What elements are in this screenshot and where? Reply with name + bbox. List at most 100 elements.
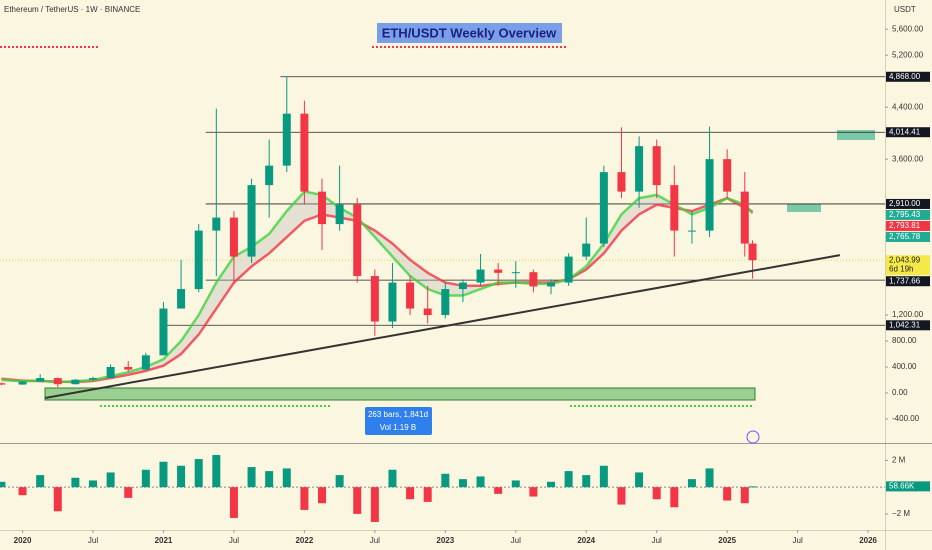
y-tick-label: 5,200.00	[892, 50, 924, 59]
candle-body	[652, 146, 661, 186]
volume-bar	[36, 475, 45, 488]
volume-bar	[71, 477, 80, 488]
measure-bars: 263 bars, 1,841d	[368, 410, 428, 419]
candle-body	[441, 289, 450, 316]
candle-body	[388, 282, 397, 322]
measure-volume: Vol 1.19 B	[380, 423, 416, 432]
x-tick-label: 2022	[295, 536, 313, 545]
volume-bar	[705, 468, 714, 488]
volume-bar	[300, 487, 309, 510]
price-tag-label: 4,868.00	[889, 72, 921, 81]
target-zone	[787, 204, 821, 212]
volume-bar	[159, 461, 168, 488]
x-tick-label: Jul	[88, 536, 98, 545]
volume-bar	[582, 475, 591, 488]
volume-bar	[441, 473, 450, 488]
volume-bar	[687, 479, 696, 488]
moving-average	[1, 196, 754, 384]
candle-body	[159, 308, 168, 356]
candle-body	[617, 172, 626, 192]
volume-bar	[740, 487, 749, 504]
volume-bar	[229, 487, 238, 518]
volume-bar	[194, 459, 203, 488]
candle-body	[529, 272, 538, 287]
volume-bar	[124, 487, 133, 498]
volume-tag-label: 58.66K	[889, 481, 915, 490]
candle-body	[670, 185, 679, 231]
candle-body	[265, 165, 274, 186]
volume-bar	[652, 487, 661, 500]
volume-bar	[53, 487, 62, 512]
candle-body	[282, 113, 291, 166]
price-tag	[886, 198, 930, 209]
price-tag-label: 2,043.99	[889, 255, 921, 264]
candle-body	[36, 378, 45, 382]
x-tick-label: 2020	[14, 536, 32, 545]
x-tick-label: Jul	[652, 536, 662, 545]
candle-body	[511, 272, 520, 274]
candle-body	[564, 256, 573, 283]
volume-bar	[282, 468, 291, 488]
x-tick-label: 2026	[859, 536, 877, 545]
candle-body	[406, 282, 415, 309]
volume-bar	[617, 487, 626, 505]
candle-body	[177, 289, 186, 309]
y-tick-label: 4,400.00	[892, 102, 924, 111]
volume-bar	[723, 487, 732, 501]
volume-bar	[494, 487, 503, 494]
volume-bar	[18, 487, 27, 496]
volume-bar	[177, 465, 186, 488]
price-tag	[886, 127, 930, 138]
candle-body	[582, 243, 591, 257]
alert-icon[interactable]	[746, 430, 760, 444]
x-tick-label: 2023	[436, 536, 454, 545]
measure-box	[365, 407, 432, 435]
candle-body	[106, 367, 115, 379]
volume-bar	[458, 479, 467, 488]
volume-tag	[886, 481, 930, 492]
candle-body	[458, 282, 467, 290]
candle-body	[705, 159, 714, 231]
price-tag-label: 2,765.78	[889, 232, 921, 241]
candle-body	[635, 146, 644, 192]
x-tick-label: Jul	[793, 536, 803, 545]
price-tag-label: 2,910.00	[889, 199, 921, 208]
chart-title: ETH/USDT Weekly Overview	[382, 25, 557, 40]
candle-body	[353, 204, 362, 277]
volume-bar	[423, 487, 432, 502]
candle-body	[18, 381, 27, 385]
volume-bar	[370, 487, 379, 522]
volume-bar	[670, 487, 679, 508]
candle-body	[141, 355, 150, 370]
candle-body	[124, 367, 133, 370]
volume-bar	[353, 487, 362, 514]
volume-bar	[564, 471, 573, 488]
volume-bar	[547, 481, 556, 488]
candle-body	[229, 217, 238, 257]
price-tag-label: 1,042.31	[889, 320, 921, 329]
volume-bar	[89, 480, 98, 488]
y-tick-label: 0.00	[892, 388, 908, 397]
volume-bar	[318, 487, 327, 504]
y-tick-label: 400.00	[892, 362, 917, 371]
volume-bar	[529, 487, 538, 497]
candle-body	[212, 217, 221, 231]
volume-bar	[265, 471, 274, 488]
candle-body	[476, 269, 485, 283]
candle-body	[0, 383, 6, 385]
title-box	[377, 23, 562, 43]
candle-body	[89, 378, 98, 380]
price-tag	[886, 71, 930, 82]
volume-bar	[106, 472, 115, 488]
candle-body	[723, 159, 732, 192]
moving-average	[1, 190, 754, 384]
price-tag	[886, 276, 930, 287]
y-tick-label: -400.00	[892, 414, 920, 423]
candle-body	[494, 269, 503, 273]
countdown: 6d 19h	[889, 264, 913, 273]
volume-tick-label: −2 M	[892, 509, 910, 518]
volume-bar	[406, 487, 415, 500]
candle-body	[71, 379, 80, 385]
